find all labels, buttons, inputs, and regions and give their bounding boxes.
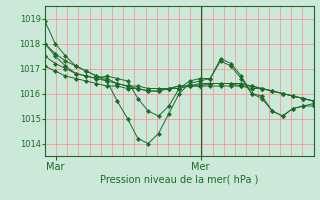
X-axis label: Pression niveau de la mer( hPa ): Pression niveau de la mer( hPa ) [100,174,258,184]
